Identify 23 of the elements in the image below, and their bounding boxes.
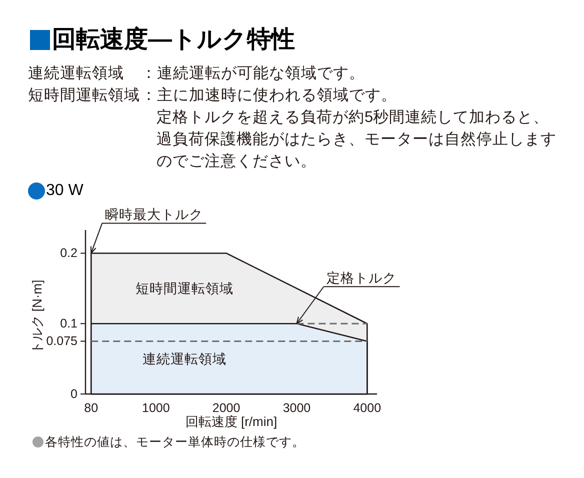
annotation: 定格トルク (326, 270, 397, 286)
text: 各特性の値は、モーター単体時の仕様です。 (45, 434, 305, 450)
y-tick-label: 0.1 (60, 316, 78, 331)
series-label: 短時間運転領域 (136, 280, 234, 296)
x-axis-title: 回転速度 [r/min] (185, 414, 278, 429)
chart-subtitle: 30 W (46, 182, 84, 200)
y-tick-label: 0.075 (46, 334, 78, 348)
text: ：主に加速時に使われる領域です。 (141, 86, 398, 106)
chart-title: 回転速度—トルク特性 (52, 26, 295, 53)
annotation: 瞬時最大トルク (105, 207, 204, 222)
series-label: 連続運転領域 (142, 351, 227, 366)
x-tick-label: 4000 (353, 401, 382, 415)
text: ：連続運転が可能な領域です。 (141, 64, 366, 84)
text: 連続運転領域 (28, 64, 125, 84)
text: 短時間運転領域 (28, 86, 141, 106)
x-tick-label: 2000 (212, 401, 240, 415)
y-axis-title: トルク [N·m] (30, 280, 44, 354)
y-tick-label: 0.2 (60, 246, 78, 260)
y-tick-label: 0 (70, 387, 78, 401)
x-tick-label: 1000 (142, 401, 170, 415)
x-tick-label: 80 (84, 401, 98, 415)
text: 定格トルクを超える負荷が約5秒間連続して加わると、過負荷保護機能がはたらき、モーターは自然停止しますのでご注意ください。 (156, 108, 556, 172)
x-tick-label: 3000 (282, 401, 311, 415)
